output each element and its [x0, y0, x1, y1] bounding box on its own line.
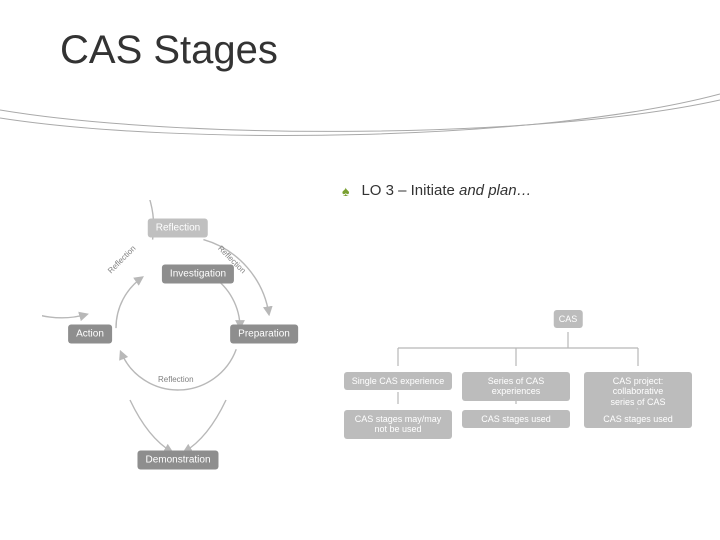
tree-root: CAS	[554, 310, 583, 328]
cycle-node: Reflection	[148, 219, 208, 238]
tree-node: Single CAS experience	[344, 372, 452, 390]
tree-node: CAS stages used	[584, 410, 692, 428]
bullet-text: LO 3 – Initiate and plan…	[361, 182, 531, 199]
reflection-label: Reflection	[158, 375, 194, 384]
tree-node: CAS stages used	[462, 410, 570, 428]
bullet-text-italic: and plan…	[459, 182, 532, 199]
cycle-node: Demonstration	[137, 451, 218, 470]
cycle-node: Preparation	[230, 325, 298, 344]
bullet-row: ♠ LO 3 – Initiate and plan…	[342, 182, 532, 199]
tree-node: CAS stages may/maynot be used	[344, 410, 452, 439]
page-title: CAS Stages	[60, 28, 278, 73]
tree-diagram: CAS Single CAS experience CAS stages may/m…	[336, 300, 696, 470]
cycle-node: Action	[68, 325, 112, 344]
bullet-text-plain: LO 3 – Initiate	[361, 182, 459, 199]
cycle-diagram: Reflection Investigation Preparation Action…	[42, 200, 314, 472]
spade-icon: ♠	[342, 183, 349, 199]
swoosh-divider	[0, 92, 720, 142]
cycle-node: Investigation	[162, 265, 234, 284]
tree-node: Series of CAS experiences	[462, 372, 570, 401]
